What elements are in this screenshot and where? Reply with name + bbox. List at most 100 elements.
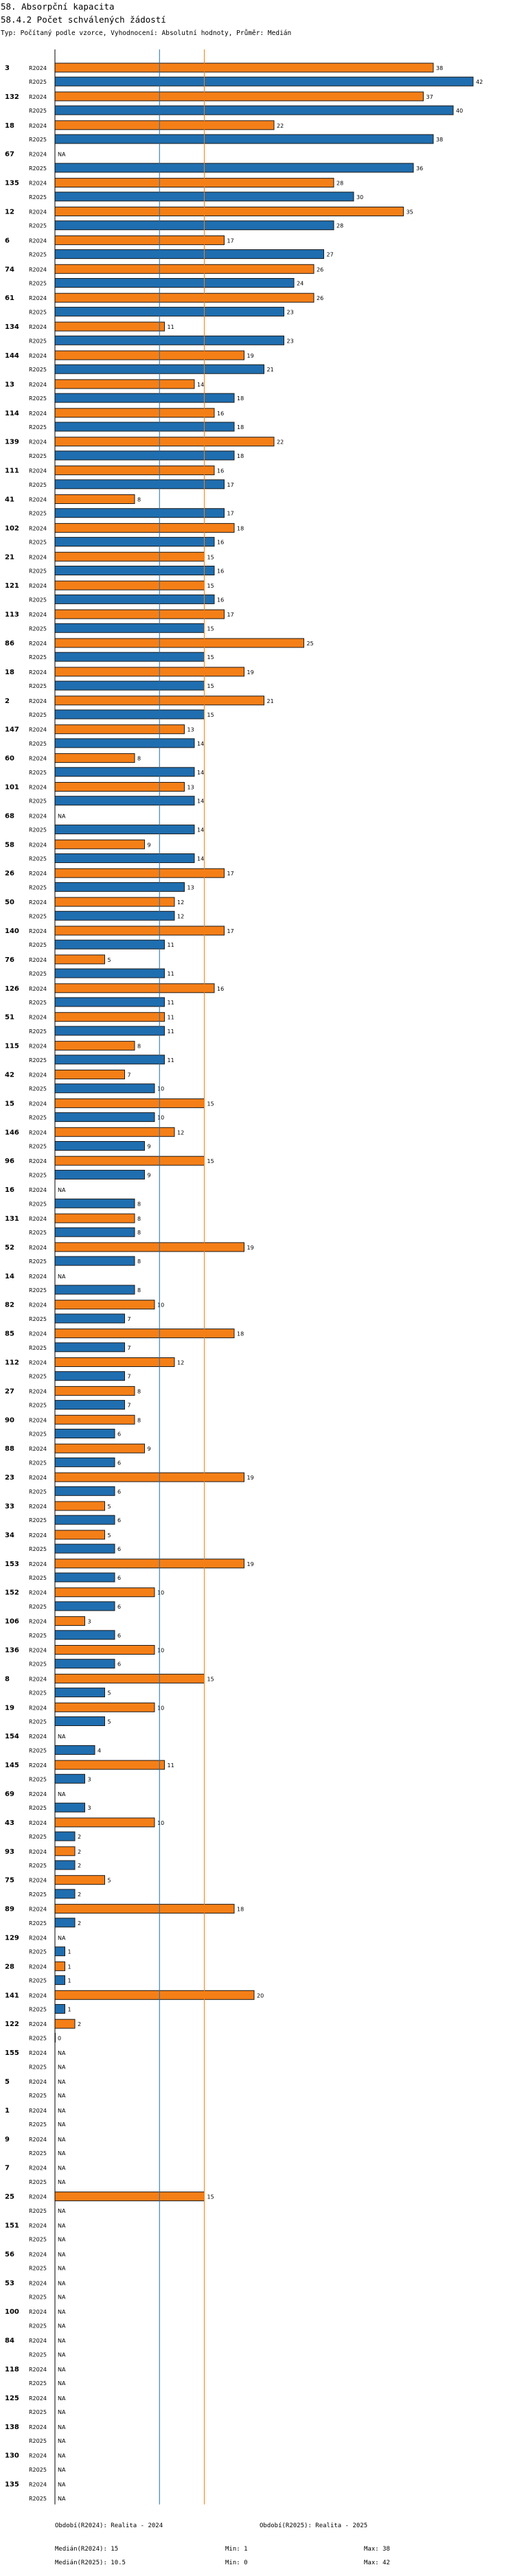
- series-label-r2025: R2025: [29, 1460, 47, 1466]
- group-label: 25: [5, 2194, 14, 2201]
- value-label: 9: [148, 1172, 151, 1178]
- na-label: NA: [58, 2137, 66, 2143]
- group-label: 3: [5, 65, 10, 72]
- group-label: 121: [5, 582, 19, 590]
- bar-r2025: [54, 306, 284, 317]
- value-label: 23: [287, 309, 294, 315]
- bar-r2024: [54, 178, 334, 188]
- value-label: 28: [336, 181, 343, 187]
- series-label-r2025: R2025: [29, 741, 47, 747]
- value-label: 19: [247, 1561, 254, 1567]
- group-label: 61: [5, 295, 14, 302]
- group-label: 135: [5, 180, 19, 187]
- bar-r2025: [54, 278, 295, 288]
- value-label: 23: [287, 338, 294, 344]
- bar-r2024: [54, 1213, 135, 1223]
- na-label: NA: [58, 2351, 66, 2358]
- series-label-r2025: R2025: [29, 1000, 47, 1006]
- series-label-r2025: R2025: [29, 2438, 47, 2444]
- series-label-r2025: R2025: [29, 1374, 47, 1380]
- value-label: 1: [68, 1964, 71, 1970]
- value-label: 12: [177, 913, 184, 919]
- group-label: 112: [5, 1359, 19, 1367]
- group-label: 8: [5, 1675, 10, 1683]
- series-label-r2025: R2025: [29, 1028, 47, 1035]
- series-label-r2025: R2025: [29, 654, 47, 660]
- na-label: NA: [58, 2409, 66, 2415]
- value-label: 17: [227, 511, 234, 517]
- bar-r2025: [54, 1141, 145, 1151]
- bar-r2025: [54, 450, 235, 461]
- series-label-r2024: R2024: [29, 899, 47, 906]
- series-label-r2024: R2024: [29, 583, 47, 589]
- series-label-r2025: R2025: [29, 2064, 47, 2070]
- series-label-r2024: R2024: [29, 1734, 47, 1740]
- bar-r2025: [54, 1601, 115, 1611]
- median-2025-label: Medián(R2025): 10.5: [55, 2560, 126, 2566]
- group-label: 144: [5, 352, 19, 360]
- bar-r2024: [54, 494, 135, 504]
- value-label: 6: [117, 1431, 121, 1438]
- series-label-r2024: R2024: [29, 2079, 47, 2085]
- series-label-r2025: R2025: [29, 1834, 47, 1840]
- group-label: 68: [5, 812, 14, 820]
- series-label-r2025: R2025: [29, 108, 47, 114]
- series-label-r2025: R2025: [29, 252, 47, 258]
- bar-r2024: [54, 1329, 235, 1339]
- bar-r2025: [54, 537, 215, 547]
- bar-r2024: [54, 1098, 205, 1108]
- value-label: 15: [207, 1101, 214, 1107]
- series-label-r2024: R2024: [29, 2021, 47, 2027]
- series-label-r2024: R2024: [29, 1129, 47, 1136]
- group-label: 113: [5, 611, 19, 619]
- series-label-r2025: R2025: [29, 1201, 47, 1207]
- value-label: 5: [108, 1878, 111, 1884]
- value-label: 10: [157, 1648, 164, 1654]
- bar-r2024: [54, 321, 165, 332]
- value-label: 5: [108, 957, 111, 963]
- value-label: 26: [317, 295, 323, 301]
- bar-r2024: [54, 724, 185, 735]
- series-label-r2024: R2024: [29, 871, 47, 877]
- series-label-r2024: R2024: [29, 295, 47, 301]
- bar-r2025: [54, 393, 235, 403]
- value-label: 8: [137, 1044, 141, 1050]
- group-label: 41: [5, 496, 14, 504]
- series-label-r2024: R2024: [29, 986, 47, 992]
- value-label: 19: [247, 1475, 254, 1481]
- bar-r2025: [54, 1831, 76, 1841]
- bar-r2024: [54, 897, 175, 907]
- chart-subtitle: 58.4.2 Počet schválených žádostí: [1, 14, 166, 25]
- median-2024-label: Medián(R2024): 15: [55, 2546, 119, 2553]
- value-label: 5: [108, 1532, 111, 1539]
- page-title: 58. Absorpční kapacita: [1, 1, 115, 12]
- value-label: 6: [117, 1661, 121, 1668]
- bar-r2024: [54, 91, 424, 102]
- series-label-r2024: R2024: [29, 1648, 47, 1654]
- series-label-r2025: R2025: [29, 395, 47, 402]
- bar-r2024: [54, 465, 215, 476]
- value-label: 27: [327, 252, 334, 258]
- series-label-r2024: R2024: [29, 1762, 47, 1769]
- value-label: 19: [247, 1245, 254, 1251]
- bar-r2025: [54, 2004, 65, 2014]
- series-label-r2024: R2024: [29, 1504, 47, 1510]
- value-label: 2: [78, 1849, 81, 1855]
- value-label: 36: [416, 165, 423, 172]
- group-label: 43: [5, 1819, 14, 1827]
- bar-r2025: [54, 1659, 115, 1669]
- bar-r2024: [54, 235, 225, 245]
- group-label: 33: [5, 1503, 14, 1510]
- series-label-r2025: R2025: [29, 1230, 47, 1236]
- value-label: 19: [247, 669, 254, 676]
- bar-r2025: [54, 910, 175, 921]
- group-label: 58: [5, 841, 14, 849]
- group-label: 2: [5, 698, 10, 705]
- value-label: 6: [117, 1488, 121, 1495]
- series-label-r2025: R2025: [29, 2208, 47, 2214]
- bar-r2025: [54, 1400, 125, 1410]
- na-label: NA: [58, 2108, 66, 2114]
- bar-r2024: [54, 1127, 175, 1137]
- value-label: 6: [117, 1633, 121, 1639]
- bar-r2025: [54, 249, 324, 260]
